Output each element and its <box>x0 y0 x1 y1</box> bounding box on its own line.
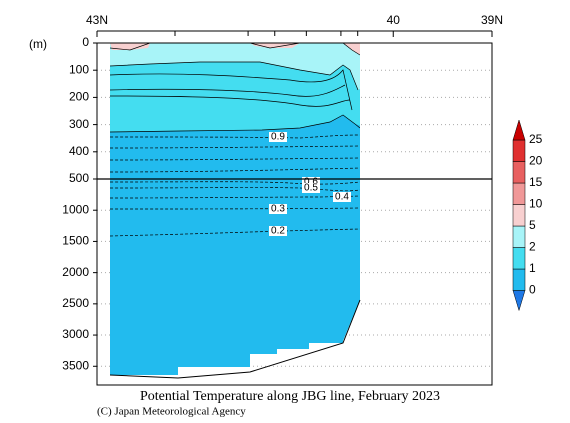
contour-line <box>110 195 360 199</box>
contour-label: 0.4 <box>335 192 349 203</box>
contour-label: 0.3 <box>271 204 285 215</box>
contour-label-bg <box>333 192 351 202</box>
y-tick-label: 200 <box>69 90 89 104</box>
y-tick-label: 300 <box>69 117 89 131</box>
colorbar-segment <box>512 139 526 162</box>
contour-label: 0.2 <box>271 226 285 237</box>
y-tick-label: 1500 <box>62 234 89 248</box>
colorbar-segment <box>512 247 526 270</box>
contour-label: 0.6 <box>304 177 318 188</box>
x-tick-label: 40 <box>387 13 401 27</box>
y-axis-label: (m) <box>29 37 47 51</box>
contour-line <box>110 228 360 237</box>
colorbar-label: 2 <box>529 240 536 254</box>
contour-line <box>110 95 351 107</box>
contour-label: 0.9 <box>271 132 285 143</box>
chart-title: Potential Temperature along JBG line, Fe… <box>140 389 440 404</box>
bottom-line <box>109 299 361 379</box>
contour-line <box>110 43 151 51</box>
contour-label-bg <box>302 183 320 193</box>
colorbar-segment <box>512 161 526 184</box>
fill-2-5 <box>110 43 360 90</box>
contour-label-bg <box>269 226 287 236</box>
colorbar-label: 5 <box>529 218 536 232</box>
y-tick-label: 500 <box>69 171 89 185</box>
contour-line <box>342 43 360 56</box>
contour-line <box>110 61 359 91</box>
y-tick-label: 2500 <box>62 296 89 310</box>
y-tick-label: 2000 <box>62 265 89 279</box>
colorbar-segment <box>512 182 526 205</box>
colorbar-segment <box>512 225 526 248</box>
x-tick-label: 39N <box>481 13 503 27</box>
contour-line <box>249 43 301 49</box>
contour-line <box>110 207 360 210</box>
contour-line <box>110 157 360 161</box>
colorbar-segment <box>512 268 526 291</box>
colorbar-arrow-high <box>512 119 526 141</box>
x-tick-label: 43N <box>86 13 108 27</box>
colorbar-label: 1 <box>529 261 536 275</box>
y-tick-label: 400 <box>69 144 89 158</box>
credit: (C) Japan Meteorological Agency <box>97 406 246 418</box>
contour-line <box>110 181 360 185</box>
contour-label-bg <box>302 177 320 187</box>
contour-line <box>110 187 360 192</box>
contour-label: 0.5 <box>304 183 318 194</box>
contour-label-bg <box>269 204 287 214</box>
contour-line <box>110 69 353 111</box>
y-tick-label: 3000 <box>62 327 89 341</box>
colorbar-segment <box>512 204 526 227</box>
plot-frame <box>96 42 493 386</box>
y-tick-label: 100 <box>69 62 89 76</box>
colorbar-label: 10 <box>529 197 543 211</box>
y-tick-label: 0 <box>82 35 89 49</box>
colorbar-arrow-low <box>512 290 526 312</box>
fill-5-10 <box>250 43 300 48</box>
colorbar-label: 15 <box>529 175 543 189</box>
contour-line <box>110 134 360 139</box>
fill-5-10 <box>110 43 150 50</box>
colorbar-label: 25 <box>529 132 543 146</box>
contour-line <box>110 84 346 97</box>
section <box>110 43 360 375</box>
contour-label-bg <box>269 132 287 142</box>
y-tick-label: 1000 <box>62 202 89 216</box>
y-tick-label: 3500 <box>62 358 89 372</box>
colorbar-label: 0 <box>529 283 536 297</box>
colorbar-label: 20 <box>529 154 543 168</box>
contour-line <box>110 114 360 133</box>
contour-line <box>110 145 360 149</box>
